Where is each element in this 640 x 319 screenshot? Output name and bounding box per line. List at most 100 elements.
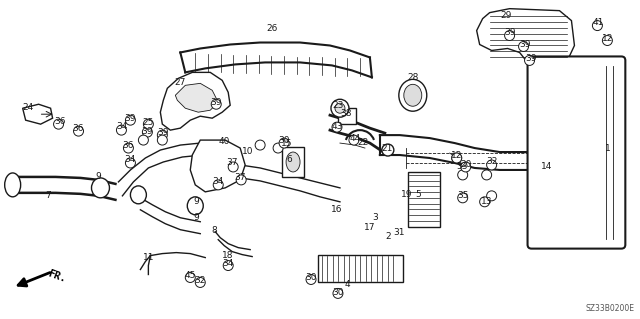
- Circle shape: [211, 99, 221, 109]
- Circle shape: [116, 125, 127, 135]
- Circle shape: [482, 170, 492, 180]
- Text: 32: 32: [486, 158, 497, 167]
- Circle shape: [223, 261, 233, 271]
- Ellipse shape: [331, 99, 349, 117]
- Text: 37: 37: [227, 159, 238, 167]
- Text: 11: 11: [143, 253, 154, 262]
- Text: 30: 30: [305, 273, 317, 282]
- Text: 29: 29: [500, 11, 511, 20]
- Circle shape: [452, 153, 461, 163]
- Text: 38: 38: [340, 109, 352, 118]
- Text: 39: 39: [504, 28, 515, 37]
- Text: 10: 10: [243, 146, 254, 156]
- Circle shape: [332, 122, 342, 132]
- Text: 3: 3: [372, 213, 378, 222]
- Text: 43: 43: [332, 122, 342, 131]
- Text: 35: 35: [457, 191, 468, 200]
- Text: 17: 17: [364, 223, 376, 232]
- Text: 2: 2: [385, 232, 390, 241]
- Text: 34: 34: [116, 122, 128, 131]
- Ellipse shape: [286, 152, 300, 172]
- Circle shape: [157, 130, 167, 140]
- Text: 41: 41: [593, 18, 604, 27]
- Text: 30: 30: [332, 288, 344, 297]
- Circle shape: [125, 158, 136, 168]
- Text: 28: 28: [407, 73, 419, 82]
- Text: 16: 16: [332, 205, 342, 214]
- Text: 25: 25: [143, 118, 154, 127]
- Text: 9: 9: [193, 213, 199, 222]
- FancyBboxPatch shape: [527, 56, 625, 249]
- Circle shape: [143, 119, 154, 129]
- Text: 12: 12: [451, 151, 462, 160]
- Circle shape: [452, 153, 461, 163]
- Text: 34: 34: [125, 155, 136, 165]
- Circle shape: [525, 56, 534, 65]
- Circle shape: [518, 41, 529, 51]
- Circle shape: [461, 162, 470, 172]
- Ellipse shape: [4, 173, 20, 197]
- Text: 39: 39: [125, 114, 136, 123]
- Bar: [408, 172, 440, 227]
- Ellipse shape: [92, 178, 109, 198]
- Bar: [282, 147, 304, 177]
- Bar: [338, 108, 356, 124]
- Text: 39: 39: [519, 40, 531, 49]
- Text: 9: 9: [95, 173, 101, 182]
- Text: 13: 13: [481, 197, 492, 206]
- Text: 14: 14: [541, 162, 552, 172]
- Text: 26: 26: [266, 24, 278, 33]
- Text: FR.: FR.: [47, 269, 68, 285]
- Circle shape: [602, 35, 612, 46]
- Text: 1: 1: [605, 144, 611, 152]
- Polygon shape: [190, 140, 245, 192]
- Text: 5: 5: [415, 190, 420, 199]
- Text: 15: 15: [282, 138, 293, 148]
- Circle shape: [479, 197, 490, 207]
- Text: 7: 7: [45, 191, 51, 200]
- Bar: [318, 255, 403, 282]
- Text: 4: 4: [344, 280, 349, 289]
- Text: 23: 23: [332, 101, 344, 110]
- Circle shape: [138, 135, 148, 145]
- Text: 6: 6: [286, 155, 292, 165]
- Circle shape: [142, 127, 152, 137]
- Circle shape: [593, 21, 602, 31]
- Polygon shape: [161, 72, 230, 130]
- Text: 40: 40: [218, 137, 230, 145]
- Circle shape: [157, 135, 167, 145]
- Text: 45: 45: [184, 271, 196, 280]
- Ellipse shape: [404, 84, 422, 106]
- Text: 36: 36: [123, 141, 134, 150]
- Text: 39: 39: [141, 127, 153, 136]
- Ellipse shape: [335, 103, 345, 113]
- Text: 24: 24: [22, 103, 33, 112]
- Text: 22: 22: [357, 137, 369, 146]
- Ellipse shape: [131, 186, 147, 204]
- Text: 21: 21: [381, 144, 392, 152]
- Text: 34: 34: [223, 259, 234, 268]
- Text: 19: 19: [401, 190, 413, 199]
- Text: SZ33B0200E: SZ33B0200E: [586, 304, 634, 313]
- Text: 12: 12: [602, 34, 613, 43]
- Text: 20: 20: [460, 160, 472, 169]
- Text: 9: 9: [193, 197, 199, 206]
- Ellipse shape: [382, 144, 394, 156]
- Ellipse shape: [188, 197, 204, 215]
- Circle shape: [306, 274, 316, 285]
- Polygon shape: [22, 104, 52, 124]
- Circle shape: [279, 138, 289, 148]
- Circle shape: [458, 193, 468, 203]
- Circle shape: [195, 278, 205, 287]
- Polygon shape: [175, 83, 218, 112]
- Ellipse shape: [399, 79, 427, 111]
- Circle shape: [486, 191, 497, 201]
- Text: 37: 37: [234, 174, 246, 182]
- Text: 8: 8: [211, 226, 217, 235]
- Circle shape: [125, 115, 136, 125]
- Text: 27: 27: [175, 78, 186, 87]
- Circle shape: [186, 272, 195, 282]
- Text: 18: 18: [223, 251, 234, 260]
- Text: 32: 32: [195, 276, 206, 285]
- Text: 30: 30: [278, 136, 290, 145]
